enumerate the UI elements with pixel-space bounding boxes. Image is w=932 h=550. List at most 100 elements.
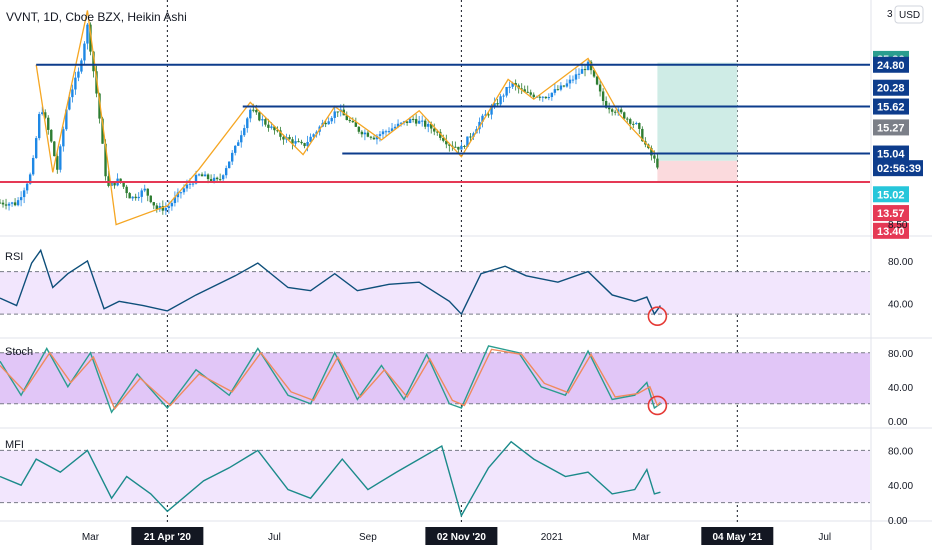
candle-body[interactable] xyxy=(47,117,50,130)
candle-body[interactable] xyxy=(101,118,104,144)
candle-body[interactable] xyxy=(77,71,80,78)
candle-body[interactable] xyxy=(62,129,65,147)
candle-body[interactable] xyxy=(110,182,113,186)
candle-body[interactable] xyxy=(629,119,632,124)
candle-body[interactable] xyxy=(589,61,593,71)
candle-body[interactable] xyxy=(16,200,20,206)
candle-body[interactable] xyxy=(22,190,26,198)
candle-body[interactable] xyxy=(164,208,168,211)
candle-body[interactable] xyxy=(215,177,219,180)
candle-body[interactable] xyxy=(363,132,367,135)
candle-body[interactable] xyxy=(89,24,92,52)
candle-body[interactable] xyxy=(598,84,602,92)
candle-body[interactable] xyxy=(53,141,56,157)
candle-body[interactable] xyxy=(490,107,493,115)
candle-body[interactable] xyxy=(303,143,306,147)
candle-body[interactable] xyxy=(508,86,511,88)
candle-body[interactable] xyxy=(632,123,635,125)
candle-body[interactable] xyxy=(291,139,294,144)
candle-body[interactable] xyxy=(414,119,418,124)
candle-body[interactable] xyxy=(420,120,424,122)
candle-body[interactable] xyxy=(553,89,557,93)
candle-body[interactable] xyxy=(176,192,180,198)
candle-body[interactable] xyxy=(469,136,472,138)
candle-body[interactable] xyxy=(610,109,614,112)
candle-body[interactable] xyxy=(436,131,439,133)
candle-body[interactable] xyxy=(34,138,38,158)
candle-body[interactable] xyxy=(327,121,330,125)
candle-body[interactable] xyxy=(393,126,397,129)
candle-body[interactable] xyxy=(635,122,638,124)
candle-body[interactable] xyxy=(134,196,137,199)
candle-body[interactable] xyxy=(224,168,228,176)
candle-body[interactable] xyxy=(384,131,388,133)
candle-body[interactable] xyxy=(345,115,348,121)
candle-body[interactable] xyxy=(607,107,611,110)
candle-body[interactable] xyxy=(10,202,14,204)
candle-body[interactable] xyxy=(83,43,86,61)
candle-body[interactable] xyxy=(523,89,526,92)
candle-body[interactable] xyxy=(149,195,152,203)
candle-body[interactable] xyxy=(31,157,35,175)
indicator-panels[interactable]: RSI Stoch MFI xyxy=(0,248,870,518)
candle-body[interactable] xyxy=(143,188,146,191)
candle-body[interactable] xyxy=(50,129,53,142)
time-axis[interactable]: Mar 21 Apr '20 Jul Sep 02 Nov '20 2021 Mar 04 M… xyxy=(82,527,831,545)
candle-body[interactable] xyxy=(270,126,273,128)
candle-body[interactable] xyxy=(279,130,282,137)
candle-body[interactable] xyxy=(375,135,379,140)
candle-body[interactable] xyxy=(336,111,339,113)
candle-body[interactable] xyxy=(71,89,74,98)
candle-body[interactable] xyxy=(206,174,210,180)
candle-body[interactable] xyxy=(351,121,355,123)
candle-body[interactable] xyxy=(433,128,436,132)
candle-body[interactable] xyxy=(427,123,430,127)
candle-body[interactable] xyxy=(366,132,370,137)
candle-body[interactable] xyxy=(179,192,183,194)
candle-body[interactable] xyxy=(194,175,198,184)
stop-zone[interactable] xyxy=(657,160,738,183)
candle-body[interactable] xyxy=(86,24,89,44)
candle-body[interactable] xyxy=(255,109,258,113)
candle-body[interactable] xyxy=(357,126,361,132)
candle-body[interactable] xyxy=(499,96,502,105)
candle-body[interactable] xyxy=(227,161,231,169)
candle-body[interactable] xyxy=(656,158,659,168)
candle-body[interactable] xyxy=(252,109,255,111)
candle-body[interactable] xyxy=(505,87,508,96)
candle-body[interactable] xyxy=(583,69,587,71)
candle-body[interactable] xyxy=(562,85,566,87)
candle-body[interactable] xyxy=(472,133,475,138)
candle-body[interactable] xyxy=(396,123,400,127)
candle-body[interactable] xyxy=(330,117,333,122)
candle-body[interactable] xyxy=(641,128,644,142)
candle-body[interactable] xyxy=(276,130,279,132)
candle-body[interactable] xyxy=(203,174,207,177)
candle-body[interactable] xyxy=(182,188,186,193)
candle-body[interactable] xyxy=(249,109,252,119)
candle-body[interactable] xyxy=(448,144,451,146)
candle-body[interactable] xyxy=(405,121,409,123)
candle-body[interactable] xyxy=(152,202,155,206)
candle-body[interactable] xyxy=(28,174,32,184)
candle-body[interactable] xyxy=(221,175,225,180)
candle-body[interactable] xyxy=(237,142,240,146)
candle-body[interactable] xyxy=(0,202,2,204)
candle-body[interactable] xyxy=(191,183,195,185)
candle-body[interactable] xyxy=(417,120,421,124)
candle-body[interactable] xyxy=(231,152,234,162)
candle-body[interactable] xyxy=(333,111,336,118)
candle-body[interactable] xyxy=(653,155,656,159)
candle-body[interactable] xyxy=(294,141,297,144)
candle-body[interactable] xyxy=(559,85,563,90)
candle-body[interactable] xyxy=(324,122,327,125)
candle-body[interactable] xyxy=(511,82,514,87)
candle-body[interactable] xyxy=(125,186,128,194)
candle-body[interactable] xyxy=(140,190,143,197)
candle-body[interactable] xyxy=(399,122,403,124)
candle-body[interactable] xyxy=(463,146,466,148)
candle-body[interactable] xyxy=(601,91,605,102)
candle-body[interactable] xyxy=(565,83,569,87)
candle-body[interactable] xyxy=(586,61,590,71)
